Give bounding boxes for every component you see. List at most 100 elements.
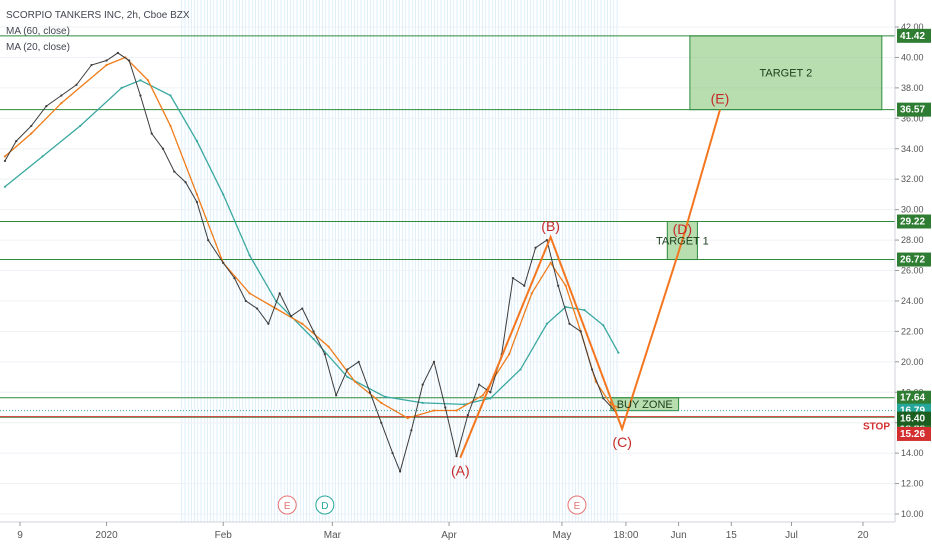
zone-label: TARGET 1 [656, 236, 709, 248]
level-tag-label: 36.57 [900, 105, 925, 116]
series-point [380, 401, 383, 405]
series-point [312, 330, 315, 333]
series-point [3, 185, 7, 188]
series-point [267, 322, 270, 325]
event-marker-label: D [321, 501, 328, 512]
series-point [301, 322, 304, 325]
series-point [207, 238, 210, 242]
series-point [432, 360, 436, 363]
series-point [602, 324, 605, 327]
series-point [41, 155, 44, 158]
series-point [489, 397, 492, 400]
event-marker-label: E [574, 501, 581, 512]
series-point [161, 147, 165, 150]
x-tick-label: May [552, 530, 571, 541]
event-marker [277, 495, 297, 515]
series-point [391, 452, 394, 455]
y-tick-label: 12.00 [901, 479, 924, 489]
series-point [383, 395, 387, 398]
level-tag-label: 17.64 [900, 393, 925, 404]
level-tag-bg [897, 426, 931, 441]
series-point [146, 79, 150, 82]
series-point [590, 368, 594, 371]
y-tick-label: 40.00 [901, 52, 924, 62]
series-point [3, 159, 7, 163]
y-tick-label: 14.00 [901, 448, 924, 458]
zone-label: BUY ZONE [617, 399, 673, 411]
series-point [105, 59, 108, 62]
x-tick-label: Feb [215, 530, 233, 541]
series-point [511, 277, 515, 280]
series-point [432, 409, 436, 412]
event-marker-label: E [284, 501, 291, 512]
series-point [421, 401, 424, 405]
series-point [508, 353, 511, 356]
wave-label: (D) [673, 221, 692, 237]
series-point [244, 299, 247, 303]
series-point [222, 193, 225, 196]
series-point [549, 261, 552, 264]
level-tag-bg [897, 28, 931, 43]
ma60-legend[interactable]: MA (60, close) [6, 26, 70, 37]
x-tick-label: Jun [671, 530, 687, 541]
wave-label: (B) [541, 218, 560, 234]
series-point [60, 94, 63, 97]
y-tick-label: 34.00 [901, 144, 924, 154]
series-point [195, 193, 198, 196]
series-point [545, 322, 548, 325]
series-point [248, 292, 251, 295]
level-tag-label: 41.42 [900, 31, 925, 42]
series-point [169, 94, 172, 97]
stop-label: STOP [863, 422, 890, 433]
series-point [327, 345, 330, 348]
series-point [617, 351, 620, 354]
series-point [346, 368, 349, 371]
series-point [255, 307, 259, 310]
series-point [323, 353, 326, 356]
series-point [410, 429, 413, 432]
x-axis-bg [0, 522, 932, 550]
series-point [462, 403, 466, 406]
x-tick-label: 18:00 [613, 530, 638, 541]
y-tick-label: 20.00 [901, 357, 924, 367]
series-point [128, 59, 131, 62]
series-point [523, 284, 526, 287]
series-point [481, 394, 484, 397]
series-point [90, 63, 93, 67]
level-tag-bg [897, 102, 931, 117]
series-point [195, 140, 198, 143]
y-tick-label: 24.00 [901, 296, 924, 306]
series-point [602, 397, 605, 400]
series-point [184, 181, 187, 184]
series-line-0 [4, 79, 619, 406]
series-point [579, 330, 582, 333]
series-point [545, 238, 548, 242]
series-point [289, 315, 293, 318]
series-point [564, 284, 567, 287]
series-point [75, 83, 78, 86]
level-tag-label: 16.40 [900, 414, 925, 425]
series-point [583, 308, 586, 312]
series-point [335, 394, 338, 397]
series-point [248, 254, 251, 257]
series-point [609, 403, 612, 406]
wave-label: (E) [711, 91, 730, 107]
x-tick-label: Jul [785, 530, 798, 541]
series-point [150, 132, 153, 135]
ma20-legend[interactable]: MA (20, close) [6, 42, 70, 53]
series-point [455, 455, 458, 458]
series-point [489, 391, 492, 394]
series-point [380, 421, 383, 424]
series-point [79, 124, 82, 128]
series-point [557, 284, 560, 287]
y-tick-label: 32.00 [901, 174, 924, 184]
x-tick-label: 15 [726, 530, 738, 541]
series-point [617, 406, 620, 409]
series-point [478, 383, 481, 386]
series-point [195, 200, 198, 204]
series-point [222, 261, 225, 264]
zone-label: TARGET 2 [759, 68, 812, 80]
series-point [530, 292, 533, 295]
